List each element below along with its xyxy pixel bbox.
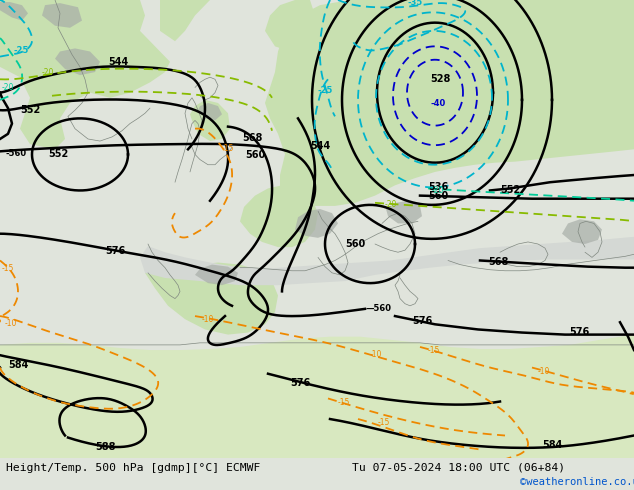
Text: 552: 552: [48, 149, 68, 159]
Text: -10: -10: [538, 367, 550, 376]
Polygon shape: [0, 335, 634, 458]
Text: -20: -20: [385, 200, 398, 209]
Text: 528: 528: [430, 74, 450, 84]
Polygon shape: [160, 0, 210, 41]
Text: -10: -10: [202, 315, 214, 324]
Text: -25: -25: [14, 46, 29, 54]
Text: -15: -15: [222, 145, 235, 153]
Polygon shape: [295, 209, 338, 238]
Text: 584: 584: [8, 360, 29, 369]
Text: -560: -560: [5, 149, 26, 158]
Text: -35: -35: [408, 0, 424, 7]
Polygon shape: [190, 100, 230, 141]
Text: -10: -10: [5, 319, 17, 328]
Text: 576: 576: [105, 246, 126, 256]
Text: -15: -15: [428, 346, 441, 355]
Text: 576: 576: [290, 378, 310, 388]
Text: 560: 560: [245, 149, 265, 160]
Text: -20: -20: [432, 186, 444, 195]
Polygon shape: [265, 0, 320, 51]
Text: Tu 07-05-2024 18:00 UTC (06+84): Tu 07-05-2024 18:00 UTC (06+84): [352, 463, 565, 473]
Text: -20: -20: [42, 68, 55, 77]
Polygon shape: [140, 237, 634, 285]
Polygon shape: [240, 185, 318, 247]
Polygon shape: [500, 0, 634, 79]
Text: -15: -15: [2, 264, 15, 273]
Text: 552: 552: [20, 105, 40, 115]
Text: 568: 568: [242, 133, 262, 143]
Text: Height/Temp. 500 hPa [gdmp][°C] ECMWF: Height/Temp. 500 hPa [gdmp][°C] ECMWF: [6, 463, 261, 473]
Polygon shape: [386, 201, 422, 223]
Polygon shape: [265, 0, 634, 206]
Polygon shape: [195, 265, 238, 285]
Polygon shape: [380, 0, 634, 75]
Text: ©weatheronline.co.uk: ©weatheronline.co.uk: [520, 477, 634, 488]
Text: 544: 544: [108, 57, 128, 67]
Text: 576: 576: [570, 327, 590, 337]
Text: 544: 544: [310, 141, 330, 151]
Polygon shape: [42, 3, 82, 28]
Text: 568: 568: [488, 257, 508, 267]
Polygon shape: [0, 2, 28, 21]
Text: -15: -15: [338, 397, 351, 407]
Text: 536: 536: [428, 182, 448, 193]
Text: 584: 584: [542, 440, 562, 450]
Text: -15: -15: [378, 418, 391, 427]
Text: 560: 560: [428, 191, 448, 201]
Text: -10: -10: [370, 350, 382, 359]
Polygon shape: [198, 103, 222, 121]
Text: 576: 576: [412, 317, 432, 326]
Polygon shape: [0, 0, 170, 149]
Polygon shape: [55, 49, 100, 75]
Text: -25: -25: [318, 86, 333, 95]
Polygon shape: [562, 220, 602, 244]
Text: -40: -40: [430, 99, 446, 108]
Text: 560: 560: [345, 239, 365, 249]
Polygon shape: [145, 263, 278, 335]
Text: 552: 552: [500, 185, 521, 195]
Text: —560: —560: [365, 304, 391, 313]
Text: 588: 588: [94, 442, 115, 452]
Text: -20: -20: [2, 83, 15, 92]
